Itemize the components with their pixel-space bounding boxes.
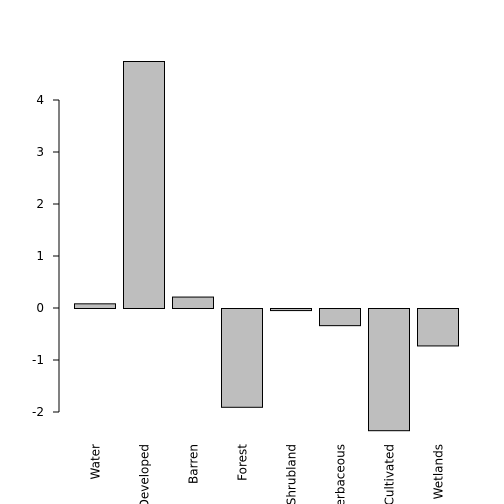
x-tick-label: Wetlands bbox=[432, 444, 446, 499]
bar-water bbox=[74, 303, 116, 310]
x-tick-label: Developed bbox=[138, 444, 152, 504]
x-tick-label: Herbaceous bbox=[334, 444, 348, 504]
bar-herbaceous bbox=[319, 308, 361, 327]
bar-cultivated bbox=[368, 308, 410, 432]
bar-shrubland bbox=[270, 308, 312, 312]
bar-developed bbox=[123, 61, 165, 309]
y-tick-label: 2 bbox=[36, 197, 44, 211]
x-tick-label: Water bbox=[89, 444, 103, 480]
y-tick-label: -1 bbox=[32, 353, 44, 367]
x-tick-label: Shrubland bbox=[285, 444, 299, 504]
x-axis-labels: Water Developed Barren Forest Shrubland Herba… bbox=[89, 444, 446, 504]
x-tick-label: Barren bbox=[187, 444, 201, 484]
y-tick-label: -2 bbox=[32, 405, 44, 419]
bar-forest bbox=[221, 308, 263, 408]
y-tick-label: 1 bbox=[36, 249, 44, 263]
y-axis: -2 -1 0 1 2 3 4 bbox=[32, 93, 60, 419]
x-tick-label: Forest bbox=[236, 444, 250, 481]
y-tick-label: 4 bbox=[36, 93, 44, 107]
x-tick-label: Cultivated bbox=[383, 444, 397, 504]
bar-wetlands bbox=[417, 308, 459, 347]
bar-barren bbox=[172, 296, 214, 309]
y-tick-label: 3 bbox=[36, 145, 44, 159]
y-tick-label: 0 bbox=[36, 301, 44, 315]
bars bbox=[74, 61, 459, 432]
